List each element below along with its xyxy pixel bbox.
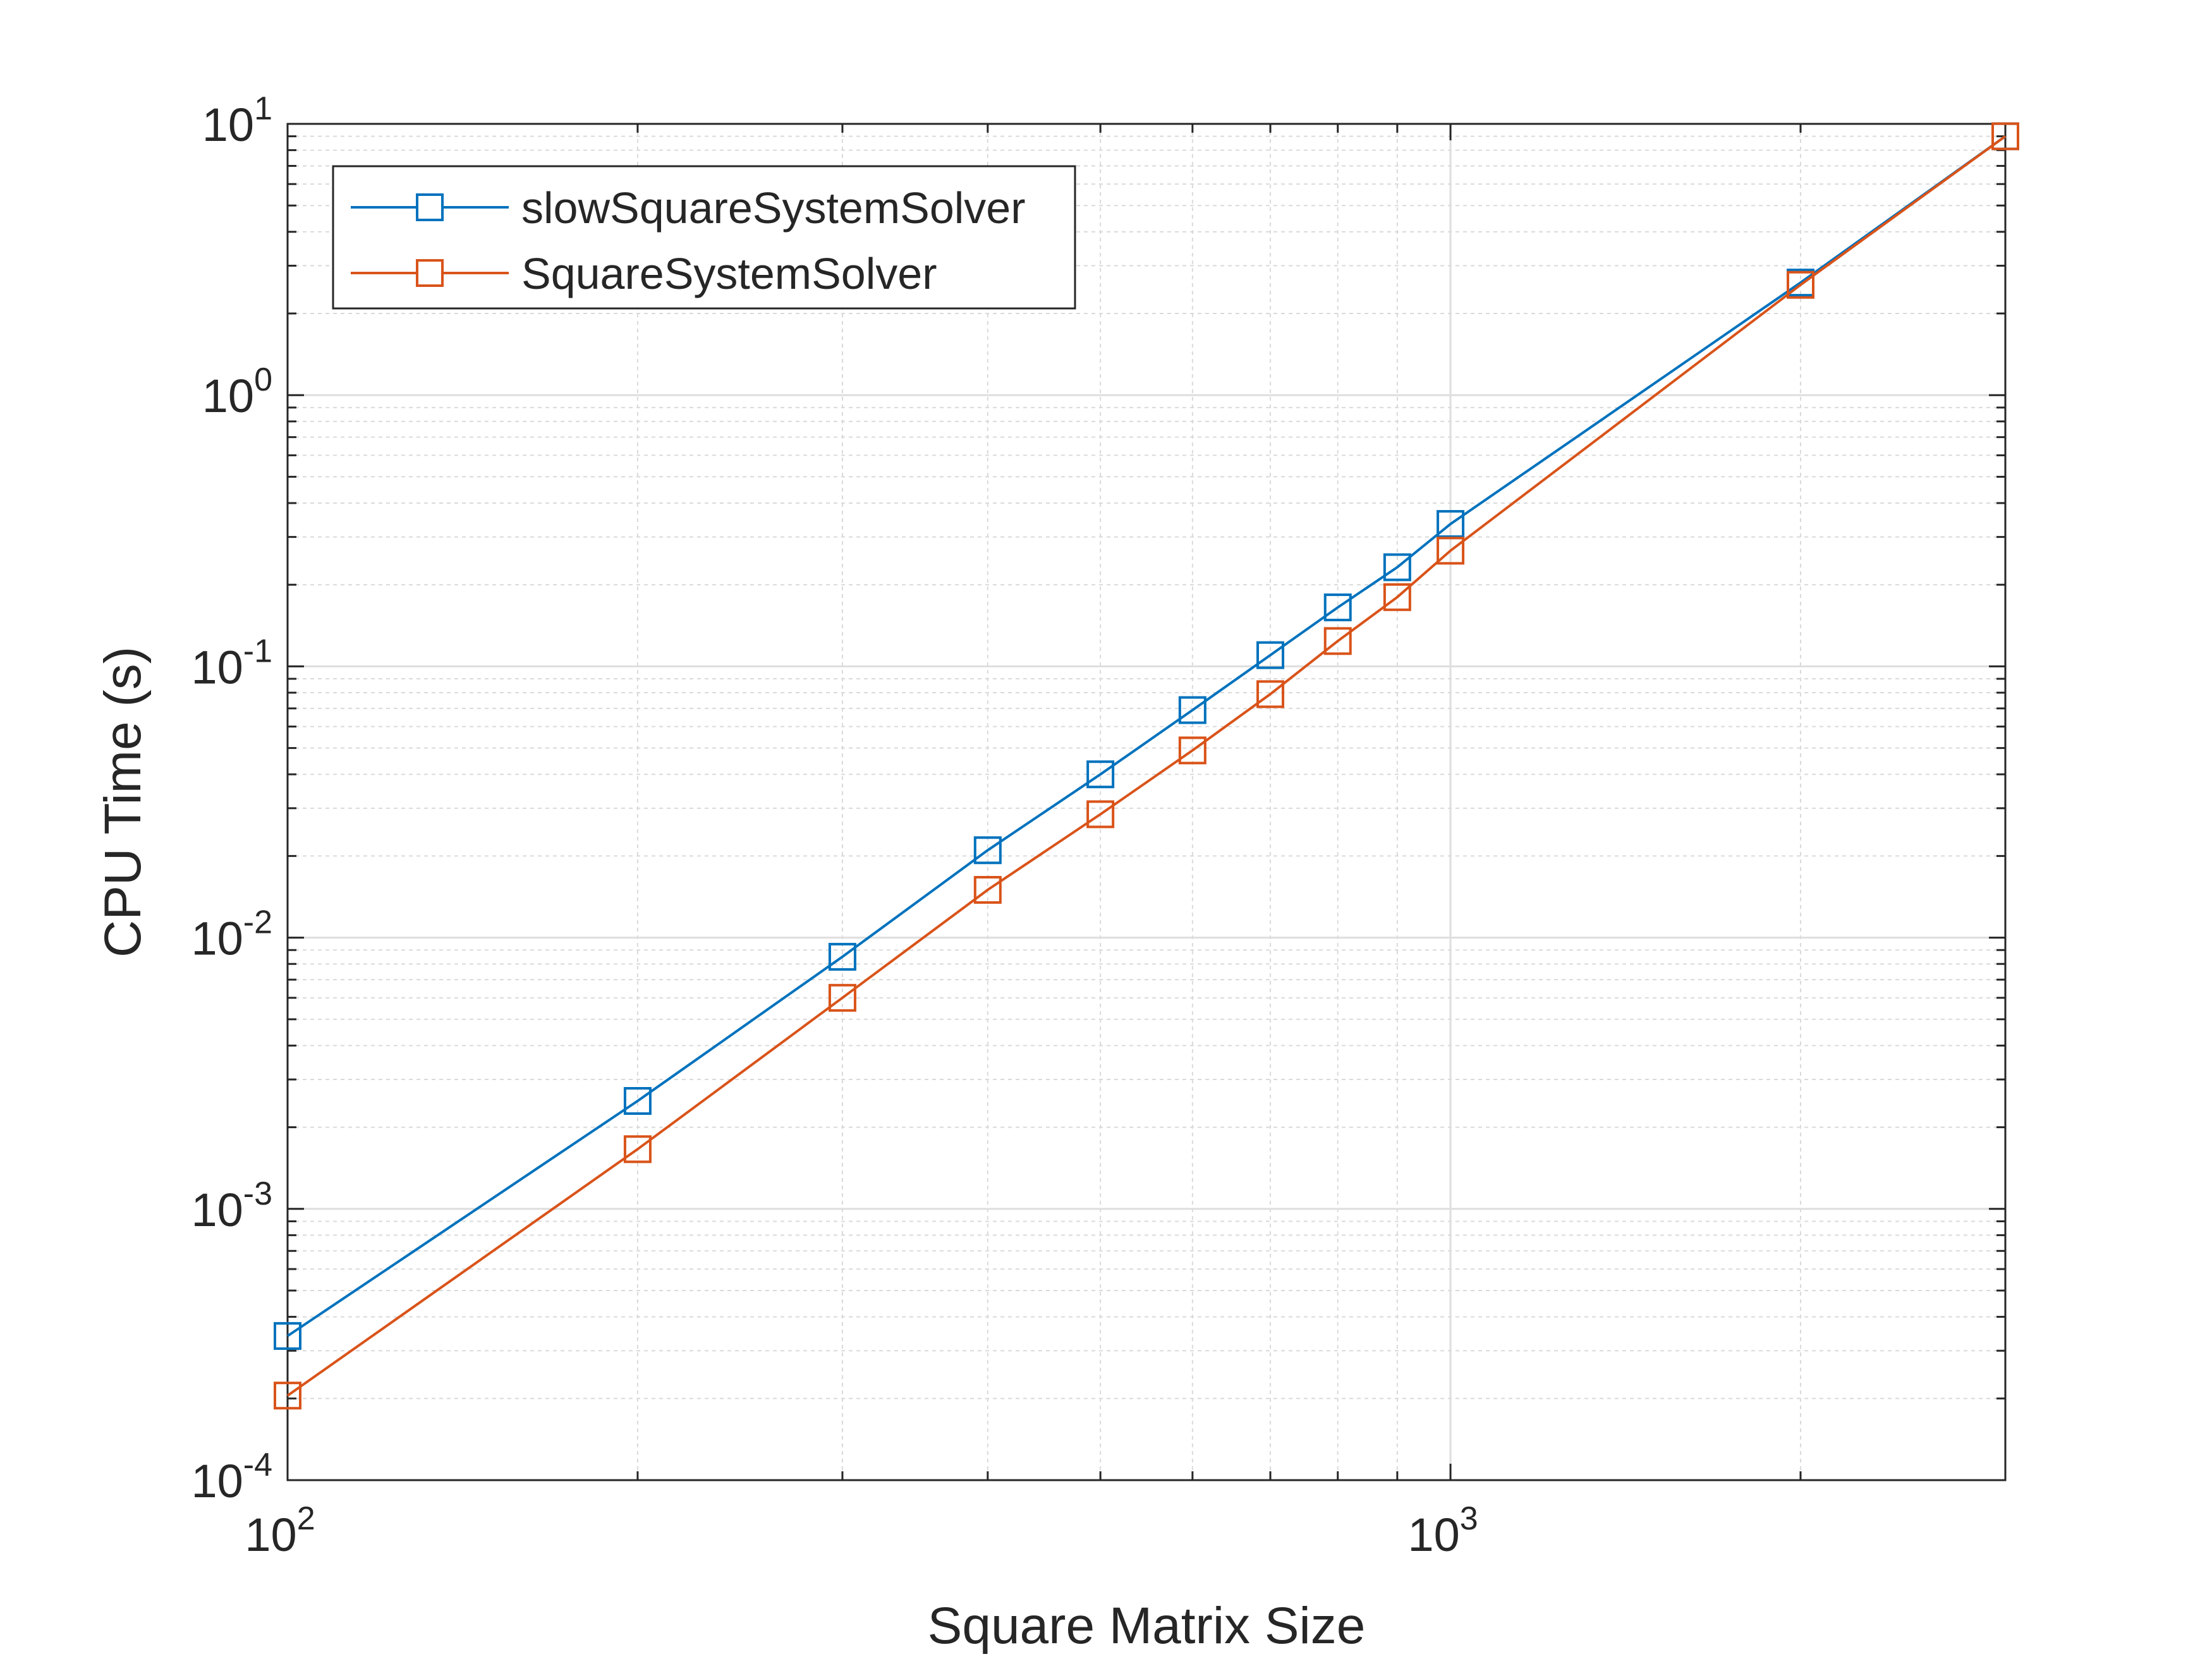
x-tick-label: 102 — [245, 1500, 315, 1561]
y-tick-label: 10-3 — [191, 1176, 272, 1236]
x-tick-labels: 102 103 — [245, 1500, 1478, 1561]
y-tick-label: 101 — [202, 90, 272, 151]
series-0 — [274, 122, 2019, 1350]
legend-label-0: slowSquareSystemSolver — [521, 183, 1026, 233]
y-tick-label: 10-4 — [191, 1447, 272, 1507]
data-point — [1383, 583, 1411, 611]
data-point — [1323, 627, 1352, 655]
data-point — [1256, 680, 1285, 708]
data-point — [973, 876, 1002, 904]
data-point — [1256, 641, 1285, 669]
data-point — [1383, 553, 1411, 581]
data-point — [1437, 537, 1465, 565]
data-point — [623, 1135, 652, 1164]
x-tick-label: 103 — [1407, 1500, 1478, 1561]
series-line — [286, 135, 2007, 1397]
data-point — [1786, 270, 1814, 299]
data-point — [1991, 122, 2019, 150]
data-point — [274, 1382, 301, 1410]
legend-marker-0 — [416, 193, 444, 221]
legend-marker-1 — [416, 259, 444, 287]
series-group — [274, 122, 2019, 1410]
legend: slowSquareSystemSolver SquareSystemSolver — [332, 165, 1076, 310]
data-point — [1178, 696, 1206, 724]
grid — [288, 124, 2005, 1480]
data-point — [1323, 593, 1352, 622]
legend-box — [332, 165, 1076, 310]
data-point — [828, 942, 856, 971]
x-axis-label: Square Matrix Size — [928, 1597, 1366, 1655]
data-point — [1437, 510, 1465, 538]
y-tick-label: 10-2 — [191, 904, 272, 965]
plot-frame — [286, 123, 2007, 1481]
data-point — [973, 836, 1002, 865]
plot-area — [288, 124, 2005, 1480]
data-point — [1086, 800, 1115, 829]
y-tick-label: 100 — [202, 362, 272, 422]
data-point — [828, 983, 856, 1012]
y-tick-label: 10-1 — [191, 633, 272, 693]
data-point — [274, 1322, 301, 1350]
legend-label-1: SquareSystemSolver — [521, 249, 937, 298]
y-tick-labels: 10-4 10-3 10-2 10-1 100 101 — [191, 90, 272, 1507]
y-axis-label: CPU Time (s) — [94, 647, 152, 957]
data-point — [623, 1087, 652, 1115]
data-point — [1178, 736, 1206, 765]
series-line — [286, 135, 2007, 1337]
data-point — [1086, 760, 1115, 789]
series-1 — [274, 122, 2019, 1410]
